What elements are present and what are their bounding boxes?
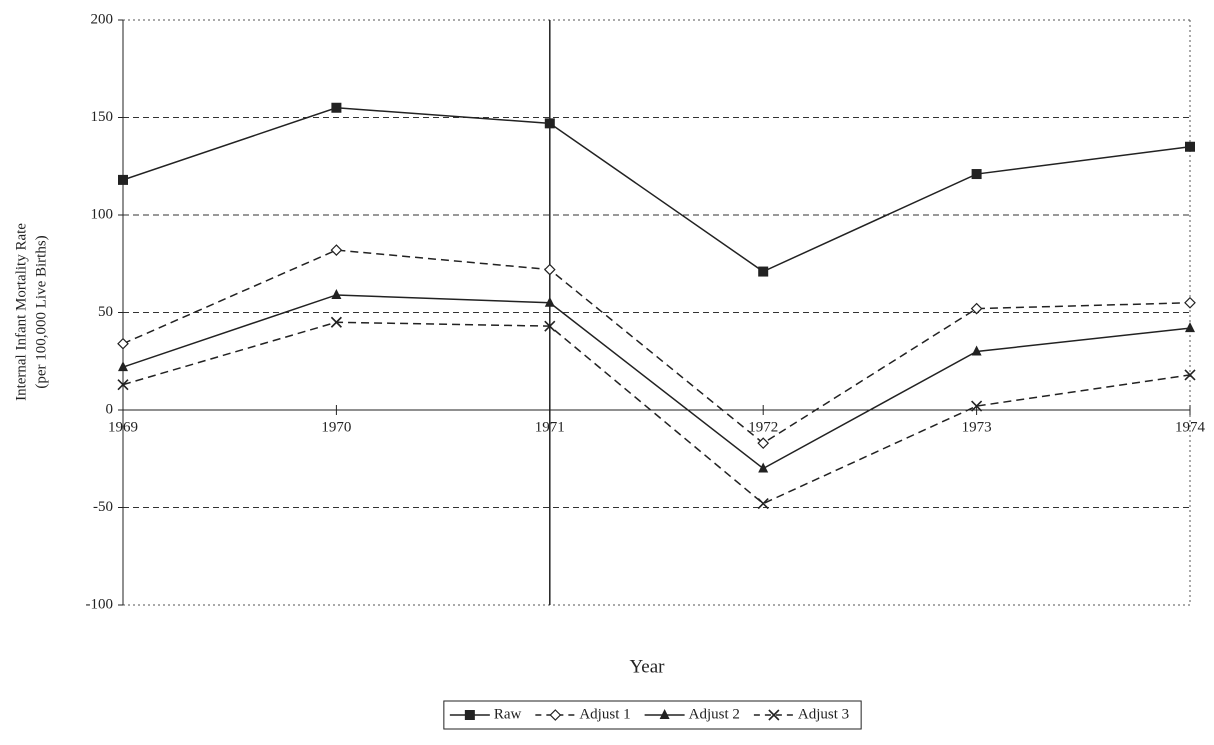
series-line xyxy=(122,321,1191,505)
marker xyxy=(970,302,983,315)
marker xyxy=(971,169,982,180)
legend-label: Adjust 3 xyxy=(798,706,849,722)
y-tick-label: 100 xyxy=(91,206,114,222)
marker xyxy=(544,118,555,129)
marker xyxy=(757,498,769,510)
y-tick-label: -50 xyxy=(93,499,113,515)
y-tick-label: 200 xyxy=(91,11,114,27)
marker xyxy=(544,296,555,307)
marker xyxy=(118,174,128,185)
x-tick-label: 1973 xyxy=(962,419,992,435)
marker xyxy=(543,263,556,276)
marker xyxy=(1185,141,1195,152)
legend-label: Raw xyxy=(494,706,522,722)
marker xyxy=(331,288,342,299)
marker xyxy=(331,102,342,113)
legend: Raw Adjust 1 Adjust 2 Adjust 3 xyxy=(443,700,862,730)
x-axis-label: Year xyxy=(629,656,665,677)
y-tick-label: 150 xyxy=(91,109,114,125)
marker xyxy=(1185,322,1195,333)
x-tick-label: 1970 xyxy=(321,419,351,435)
legend-marker xyxy=(768,709,780,721)
y-axis-label: Internal Infant Mortality Rate xyxy=(13,223,29,401)
legend-box xyxy=(443,700,862,730)
legend-marker xyxy=(464,710,475,720)
x-tick-label: 1974 xyxy=(1175,419,1206,435)
x-tick-label: 1972 xyxy=(748,419,778,435)
marker xyxy=(1184,296,1196,309)
marker xyxy=(971,345,982,356)
marker xyxy=(971,400,983,412)
marker xyxy=(1184,369,1196,381)
y-tick-label: 0 xyxy=(106,401,114,417)
series-line xyxy=(122,106,1191,273)
marker xyxy=(544,320,556,332)
marker xyxy=(117,337,129,350)
series-line xyxy=(122,294,1191,470)
marker xyxy=(757,437,770,449)
marker xyxy=(117,379,129,391)
legend-marker xyxy=(659,709,670,719)
legend-label: Adjust 2 xyxy=(689,706,740,722)
marker xyxy=(330,244,343,256)
y-tick-label: 50 xyxy=(98,304,113,320)
marker xyxy=(758,266,769,277)
x-tick-label: 1969 xyxy=(108,419,138,435)
marker xyxy=(118,361,128,372)
x-tick-label: 1971 xyxy=(535,419,565,435)
legend-marker xyxy=(549,709,562,721)
y-tick-label: -100 xyxy=(86,596,114,612)
legend-label: Adjust 1 xyxy=(579,706,630,722)
y-axis-label: (per 100,000 Live Births) xyxy=(33,235,49,388)
marker xyxy=(330,316,342,328)
marker xyxy=(758,462,769,473)
